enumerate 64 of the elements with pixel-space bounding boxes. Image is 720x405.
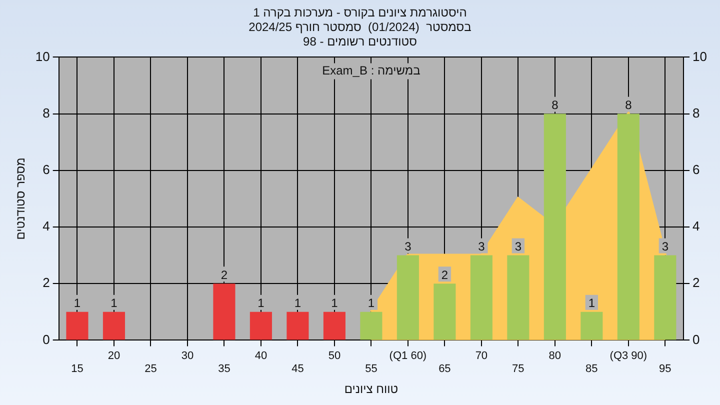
bar [286,312,309,340]
x-tick-label: 15 [71,363,84,376]
bar [617,114,640,340]
x-tick-label: 25 [144,363,157,376]
x-tick-label: 80 [548,350,562,362]
y-axis-title: מספר סטודנטים [14,158,28,240]
data-label: 1 [294,296,302,310]
x-tick-label: 45 [292,363,304,376]
chart-title: היסטוגרמת ציונים בקורס - מערכות בקרה 1 [253,6,467,20]
x-tick-label: 65 [438,363,451,376]
data-label: 2 [441,268,448,282]
x-tick-label: 30 [181,350,194,362]
bar [396,255,419,340]
y2-tick-label: 10 [692,48,708,64]
x-tick-label: 95 [659,363,672,376]
bar [580,312,603,340]
y-tick-label: 2 [42,275,50,290]
x-axis-title: טווח ציונים [344,382,398,396]
y2-tick-label: 8 [692,105,700,120]
x-tick-label: 35 [218,363,230,376]
y2-tick-label: 6 [692,162,700,177]
y2-tick-label: 0 [692,332,700,347]
data-label: 3 [662,240,669,254]
chart-subtitle: בסמסטר (01/2024) סמסטר חורף 2024/25 סטודנטים רשומים - 98 [248,20,472,48]
data-label: 8 [625,98,632,112]
data-label: 8 [552,98,559,112]
x-tick-label: 75 [512,363,524,376]
x-tick-label: 20 [108,350,120,362]
y-tick-label: 6 [42,162,50,177]
y-tick-label: 4 [42,218,50,234]
bar [434,284,456,340]
x-tick-label: 55 [365,363,378,376]
annotation: במשימה : Exam_B [322,64,420,78]
y2-tick-label: 2 [692,275,700,290]
bar [66,312,88,340]
bar [544,114,566,340]
x-tick-label: (Q3 90) [610,350,648,362]
data-label: 1 [331,296,338,310]
data-label: 1 [258,296,265,310]
bar [654,255,676,340]
data-label: 3 [404,240,412,254]
x-tick-label: 40 [254,350,268,362]
data-label: 1 [368,296,375,310]
data-label: 1 [74,296,81,310]
data-label: 2 [220,268,228,282]
y-tick-label: 10 [35,48,50,64]
data-label: 1 [110,296,118,310]
x-tick-label: 70 [475,350,488,362]
bar [323,312,346,340]
data-label: 3 [478,240,486,254]
y-tick-label: 8 [42,105,50,120]
bar [507,255,530,340]
y-tick-label: 0 [42,332,50,347]
bar [360,312,382,340]
y2-tick-label: 4 [692,218,700,234]
bar [213,284,236,340]
bar [250,312,272,340]
x-tick-label: (Q1 60) [389,350,427,362]
x-tick-label: 50 [328,350,341,362]
data-label: 1 [588,296,596,310]
x-tick-label: 85 [586,363,598,376]
bar [470,255,492,340]
data-label: 3 [514,240,522,254]
bar [102,312,126,340]
